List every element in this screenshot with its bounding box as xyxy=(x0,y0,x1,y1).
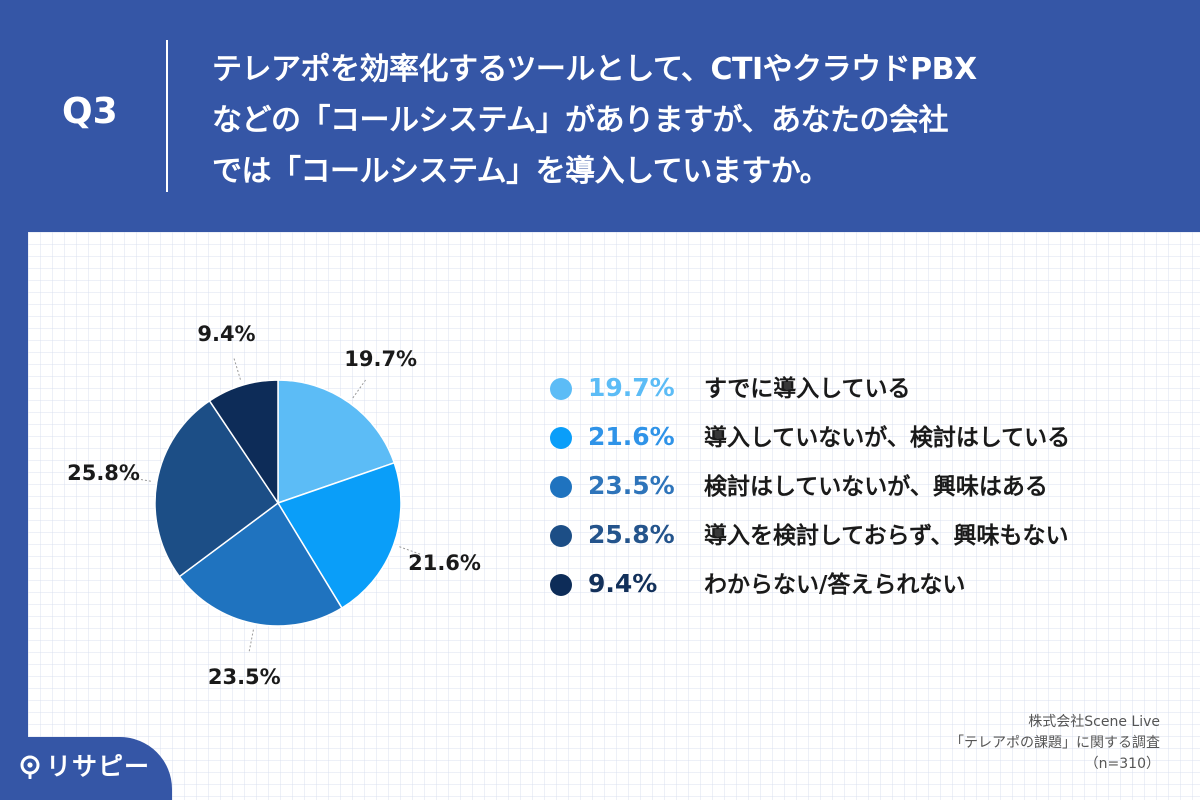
question-text: テレアポを効率化するツールとして、CTIやクラウドPBX などの「コールシステム… xyxy=(212,44,1172,197)
pie-slice xyxy=(276,461,402,610)
brand-logo: リサピー xyxy=(0,737,172,800)
pie-leader-line xyxy=(233,358,241,380)
question-line-2: などの「コールシステム」がありますが、あなたの会社 xyxy=(212,103,949,138)
header-band: Q3 テレアポを効率化するツールとして、CTIやクラウドPBX などの「コールシ… xyxy=(0,0,1200,232)
pie-leader-line xyxy=(248,629,254,652)
location-pin-icon xyxy=(20,755,40,779)
legend-label: 検討はしていないが、興味はある xyxy=(704,474,1048,500)
legend-dot xyxy=(550,574,572,596)
legend-percent: 21.6% xyxy=(588,422,675,451)
pie-leader-line xyxy=(352,379,367,399)
legend-label: 導入を検討しておらず、興味もない xyxy=(704,523,1069,549)
source-company: 株式会社Scene Live xyxy=(1028,714,1160,730)
legend-label: わからない/答えられない xyxy=(704,572,966,598)
question-line-1: テレアポを効率化するツールとして、CTIやクラウドPBX xyxy=(212,52,977,87)
header-divider xyxy=(166,40,168,192)
source-survey: 「テレアポの課題」に関する調査 xyxy=(950,735,1160,751)
legend-label: 導入していないが、検討はしている xyxy=(704,425,1071,451)
legend-percent: 19.7% xyxy=(588,373,675,402)
legend-dot xyxy=(550,525,572,547)
legend-percent: 23.5% xyxy=(588,471,675,500)
source-sample-size: （n=310） xyxy=(1084,756,1160,772)
legend-dot xyxy=(550,427,572,449)
pie-data-label: 21.6% xyxy=(408,550,481,575)
source-note: 株式会社Scene Live 「テレアポの課題」に関する調査 （n=310） xyxy=(950,712,1160,775)
pie-chart xyxy=(129,358,421,652)
pie-data-label: 19.7% xyxy=(344,346,418,371)
pie-data-label: 9.4% xyxy=(197,321,256,346)
question-number: Q3 xyxy=(62,91,118,132)
pie-slice xyxy=(154,399,280,578)
pie-data-label: 23.5% xyxy=(207,664,281,689)
legend-label: すでに導入している xyxy=(704,376,911,402)
pie-slice xyxy=(208,379,279,506)
legend-percent: 25.8% xyxy=(588,520,675,549)
legend-dot xyxy=(550,378,572,400)
legend-dot xyxy=(550,476,572,498)
brand-logo-text: リサピー xyxy=(46,752,151,781)
question-line-3: では「コールシステム」を導入していますか。 xyxy=(212,154,830,189)
chart-panel: 19.7% 21.6% 23.5% 25.8% 9.4% 19.7% すでに導入している… xyxy=(28,232,1200,800)
pie-slice xyxy=(178,501,343,627)
pie-data-label: 25.8% xyxy=(67,461,140,486)
legend-percent: 9.4% xyxy=(588,569,658,598)
